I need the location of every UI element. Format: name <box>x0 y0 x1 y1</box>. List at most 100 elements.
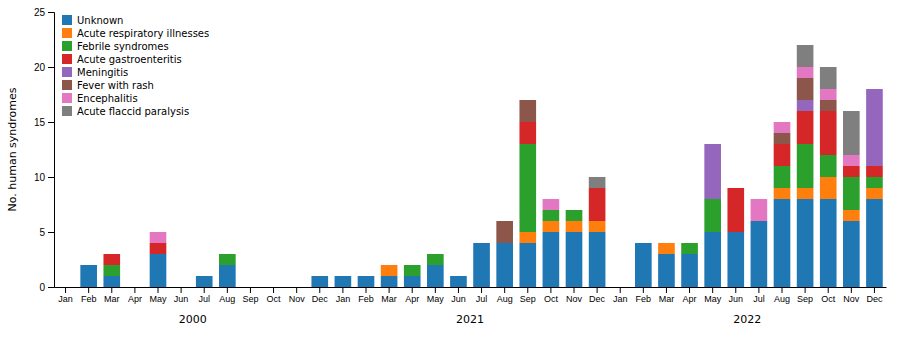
bar <box>288 287 305 288</box>
bar <box>843 210 860 221</box>
x-tick: Jul <box>198 287 210 304</box>
bar <box>381 265 398 266</box>
bar <box>427 265 444 287</box>
bar <box>774 166 791 188</box>
annotations: 200020212022 <box>179 313 762 326</box>
bar <box>820 155 837 177</box>
bar <box>519 100 536 101</box>
bar <box>265 287 282 288</box>
bar <box>681 254 698 287</box>
axis-line <box>48 13 55 288</box>
tick-mark <box>134 287 135 293</box>
legend-swatch <box>62 15 72 25</box>
bar <box>866 89 883 90</box>
bar <box>427 254 444 255</box>
bar <box>450 276 467 287</box>
x-tick: Mar <box>104 287 120 304</box>
bar <box>473 243 490 244</box>
y-tick: 15 <box>34 117 54 128</box>
bar <box>311 276 328 277</box>
bar <box>635 243 652 244</box>
tick-mark <box>48 287 54 288</box>
tick-mark <box>712 287 713 293</box>
bar <box>797 188 814 199</box>
bar <box>866 166 883 177</box>
bar <box>635 243 652 244</box>
legend-label: Febrile syndromes <box>77 41 169 52</box>
legend-item: Febrile syndromes <box>62 41 169 52</box>
bar <box>381 276 398 287</box>
bar <box>404 265 421 266</box>
y-axis-label: No. human syndromes <box>6 87 19 211</box>
bar <box>358 276 375 277</box>
legend-item: Acute gastroenteritis <box>62 54 182 65</box>
bar <box>242 287 259 288</box>
bar <box>427 254 444 255</box>
bar <box>589 177 606 188</box>
legend-label: Unknown <box>77 15 123 26</box>
bar <box>288 287 305 288</box>
tick-label: 25 <box>34 7 46 18</box>
tick-label: Mar <box>381 294 397 304</box>
legend-label: Fever with rash <box>77 80 154 91</box>
bar <box>843 177 860 210</box>
bar <box>265 287 282 288</box>
x-tick: May <box>149 287 167 304</box>
bar <box>519 100 536 101</box>
bar <box>658 243 675 254</box>
legend-item: Encephalitis <box>62 93 138 104</box>
bar <box>196 276 213 277</box>
tick-label: Nov <box>289 294 306 304</box>
legend-item: Acute flaccid paralysis <box>62 106 189 117</box>
tick-label: Jun <box>174 294 189 304</box>
tick-label: Dec <box>589 294 606 304</box>
legend-label: Acute flaccid paralysis <box>77 106 189 117</box>
bar <box>335 276 352 277</box>
bar <box>727 188 744 189</box>
bar <box>57 287 74 288</box>
x-tick: Aug <box>497 287 513 304</box>
bar <box>103 254 120 265</box>
bar <box>566 210 583 211</box>
x-tick: Jun <box>451 287 466 304</box>
tick-mark <box>620 287 621 293</box>
bar <box>335 276 352 287</box>
bar <box>450 276 467 277</box>
tick-label: Aug <box>497 294 513 304</box>
bar <box>173 287 190 288</box>
bar <box>196 276 213 277</box>
bar <box>173 287 190 288</box>
x-tick: Oct <box>267 287 282 304</box>
x-tick: Nov <box>289 287 306 304</box>
bar <box>103 276 120 287</box>
bar <box>635 243 652 244</box>
legend-item: Fever with rash <box>62 80 154 91</box>
annotation: 2021 <box>456 313 484 326</box>
bar <box>496 221 513 222</box>
bar-series <box>103 144 882 276</box>
bar <box>288 287 305 288</box>
bar <box>635 243 652 244</box>
bar <box>381 265 398 266</box>
tick-label: 5 <box>39 227 45 238</box>
x-tick: Feb <box>358 287 374 304</box>
bar <box>311 276 328 277</box>
bar <box>820 89 837 100</box>
tick-mark <box>48 177 54 178</box>
bar <box>774 133 791 144</box>
tick-mark <box>527 287 528 293</box>
tick-mark <box>319 287 320 293</box>
bar <box>704 144 721 145</box>
bar-series <box>381 177 883 276</box>
bar <box>381 265 398 266</box>
tick-label: Sep <box>242 294 258 304</box>
x-tick: Mar <box>381 287 397 304</box>
bar-series <box>150 67 860 243</box>
x-tick: Oct <box>821 287 836 304</box>
bar <box>704 144 721 145</box>
bar <box>288 287 305 288</box>
x-tick: Apr <box>683 287 697 304</box>
tick-label: Jul <box>476 294 488 304</box>
legend-swatch <box>62 28 72 38</box>
x-tick: Feb <box>636 287 652 304</box>
